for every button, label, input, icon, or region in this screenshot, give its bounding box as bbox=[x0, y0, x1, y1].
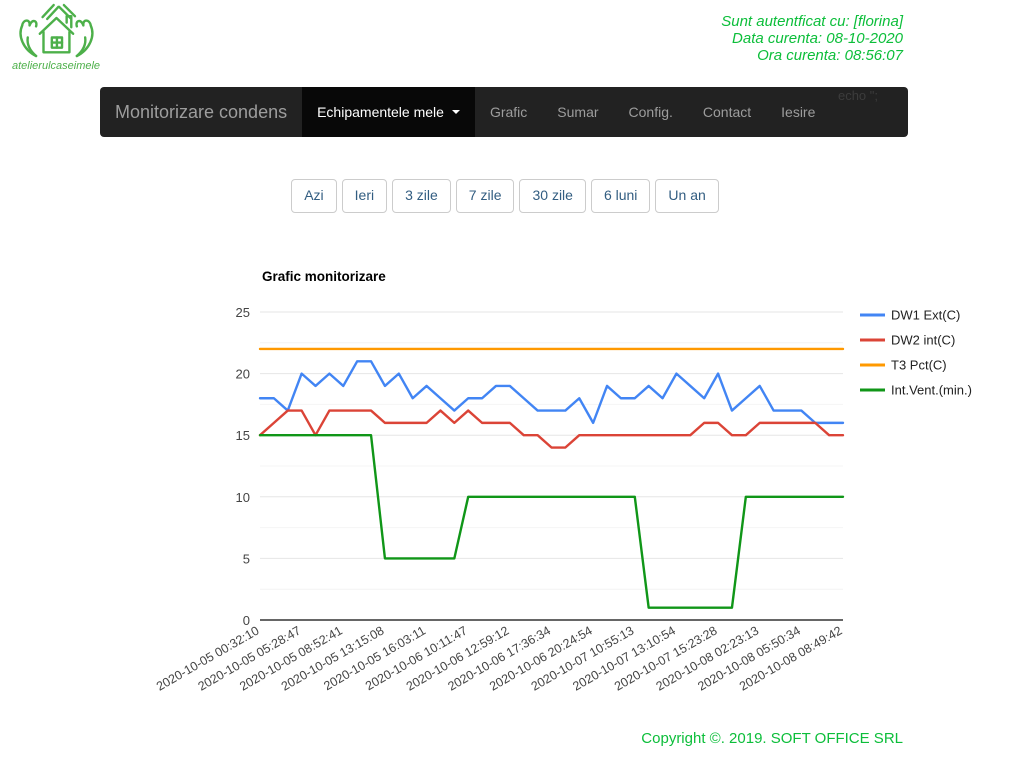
range-buttons-row: Azi Ieri 3 zile 7 zile 30 zile 6 luni Un an bbox=[0, 179, 1010, 213]
site-logo[interactable]: atelierulcaseimele bbox=[12, 2, 132, 72]
series-line-dw1-ext-c bbox=[258, 360, 845, 425]
range-button-azi[interactable]: Azi bbox=[291, 179, 337, 213]
session-time-line: Ora curenta: 08:56:07 bbox=[757, 47, 903, 64]
navbar-brand[interactable]: Monitorizare condens bbox=[115, 101, 288, 122]
legend-label-int-vent-min: Int.Vent.(min.) bbox=[891, 383, 972, 398]
logo-house-icon bbox=[19, 3, 94, 58]
logo-brand-text: atelierulcaseimele bbox=[12, 60, 101, 72]
monitoring-chart: Grafic monitorizare 05101520252020-10-05… bbox=[154, 269, 972, 694]
nav-item-echipamentele-mele[interactable]: Echipamentele mele bbox=[302, 87, 475, 137]
nav-item-grafic[interactable]: Grafic bbox=[475, 87, 542, 137]
range-button-6-luni[interactable]: 6 luni bbox=[590, 179, 651, 213]
nav-item-label: Contact bbox=[702, 104, 752, 120]
session-info: Sunt autentficat cu: [florina] Data cure… bbox=[721, 13, 903, 64]
nav-item-label: Sumar bbox=[557, 104, 599, 120]
y-axis-tick-label: 15 bbox=[236, 428, 250, 443]
y-axis-tick-label: 25 bbox=[236, 305, 250, 320]
y-axis-tick-label: 5 bbox=[243, 551, 250, 566]
range-button-ieri[interactable]: Ieri bbox=[341, 179, 388, 213]
range-button-30-zile[interactable]: 30 zile bbox=[519, 179, 586, 213]
nav-item-contact[interactable]: Contact bbox=[688, 87, 766, 137]
nav-item-label: Iesire bbox=[781, 104, 816, 120]
session-user-line: Sunt autentficat cu: [florina] bbox=[721, 13, 903, 30]
chart-title: Grafic monitorizare bbox=[262, 269, 386, 284]
session-date-line: Data curenta: 08-10-2020 bbox=[732, 30, 903, 47]
range-button-un-an[interactable]: Un an bbox=[655, 179, 719, 213]
nav-item-label: Grafic bbox=[489, 104, 528, 120]
series-line-int-vent-min bbox=[258, 433, 845, 609]
footer-copyright: Copyright ©. 2019. SOFT OFFICE SRL bbox=[641, 730, 903, 747]
y-axis-tick-label: 10 bbox=[236, 490, 250, 505]
legend-label-dw1-ext-c: DW1 Ext(C) bbox=[891, 308, 960, 323]
legend-label-t3-pct-c: T3 Pct(C) bbox=[891, 358, 947, 373]
main-navbar: Monitorizare condens Echipamentele mele G… bbox=[100, 87, 908, 137]
nav-item-sumar[interactable]: Sumar bbox=[542, 87, 613, 137]
series-line-dw2-int-c bbox=[258, 409, 845, 449]
nav-item-label: Config. bbox=[628, 104, 673, 120]
legend-label-dw2-int-c: DW2 int(C) bbox=[891, 333, 955, 348]
nav-item-iesire[interactable]: Iesire bbox=[766, 87, 830, 137]
debug-echo-text: echo "; bbox=[837, 88, 878, 103]
nav-item-config[interactable]: Config. bbox=[614, 87, 688, 137]
navbar-items: Echipamentele mele Grafic Sumar Config. Cont… bbox=[302, 87, 830, 137]
y-axis-tick-label: 0 bbox=[243, 613, 250, 628]
y-axis-tick-label: 20 bbox=[236, 367, 250, 382]
range-button-7-zile[interactable]: 7 zile bbox=[455, 179, 515, 213]
nav-item-label: Echipamentele mele bbox=[317, 104, 444, 120]
range-button-3-zile[interactable]: 3 zile bbox=[392, 179, 451, 213]
chevron-down-icon bbox=[451, 110, 460, 114]
